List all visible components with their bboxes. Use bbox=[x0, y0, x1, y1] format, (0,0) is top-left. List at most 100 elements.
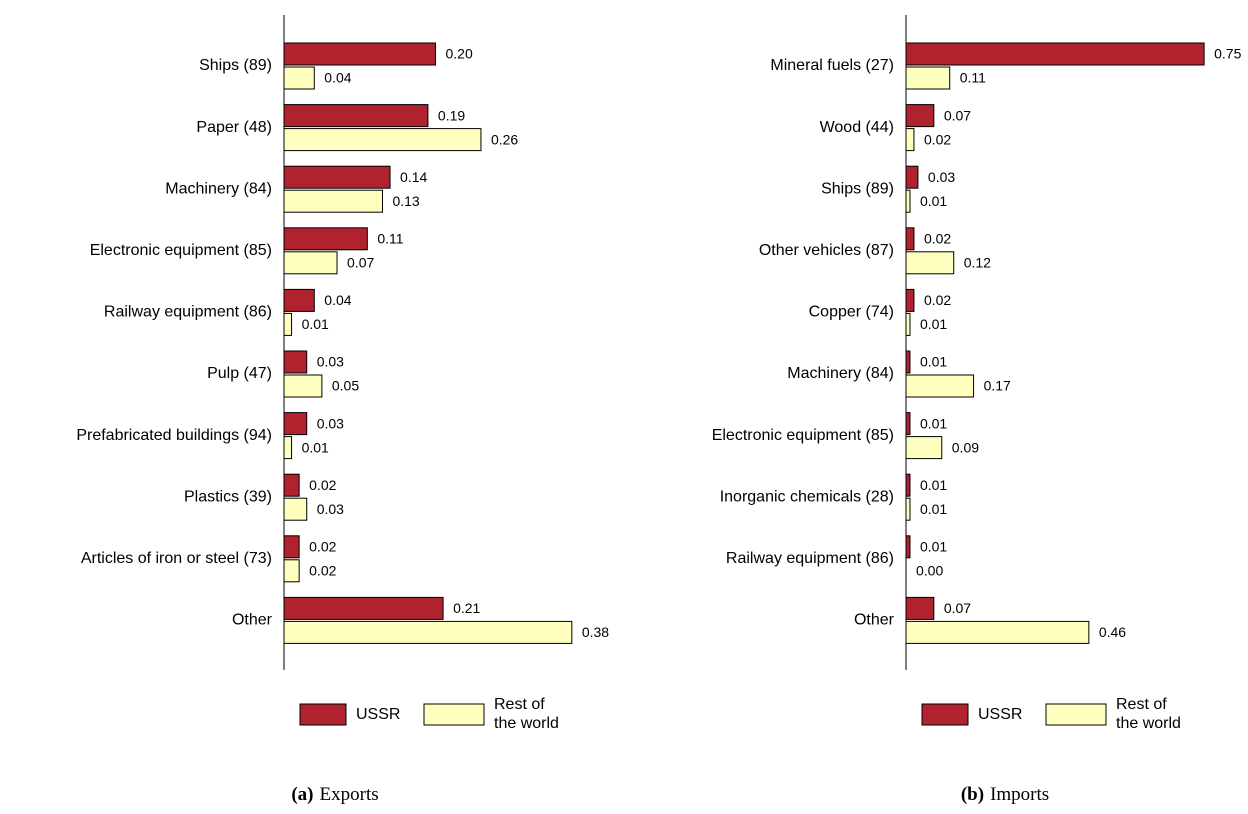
data-label: 0.07 bbox=[944, 600, 971, 616]
y-tick-label: Railway equipment (86) bbox=[104, 304, 272, 321]
bar bbox=[283, 128, 482, 152]
legend-label: Rest of the world bbox=[1116, 696, 1181, 732]
bar bbox=[905, 412, 911, 436]
data-label: 0.01 bbox=[920, 501, 947, 517]
bar bbox=[905, 535, 911, 559]
bar bbox=[283, 312, 293, 336]
caption-label: (b) bbox=[960, 784, 985, 805]
data-label: 0.02 bbox=[309, 539, 336, 555]
bar bbox=[283, 436, 293, 460]
data-label: 0.02 bbox=[309, 477, 336, 493]
legend-swatch bbox=[1045, 703, 1107, 726]
y-tick-label: Other vehicles (87) bbox=[759, 242, 894, 259]
data-label: 0.02 bbox=[924, 292, 951, 308]
bar bbox=[283, 374, 323, 398]
data-label: 0.13 bbox=[392, 193, 419, 209]
legend-label: Rest of the world bbox=[494, 696, 559, 732]
bar bbox=[905, 128, 915, 152]
bar bbox=[905, 350, 911, 374]
y-tick-label: Articles of iron or steel (73) bbox=[81, 550, 272, 567]
data-label: 0.03 bbox=[928, 169, 955, 185]
bar bbox=[905, 227, 915, 251]
y-tick-label: Other bbox=[854, 612, 895, 629]
bar bbox=[283, 596, 444, 620]
data-label: 0.04 bbox=[324, 70, 351, 86]
bar bbox=[283, 227, 368, 251]
bar bbox=[905, 436, 943, 460]
data-label: 0.20 bbox=[446, 46, 473, 62]
bar bbox=[905, 251, 955, 275]
data-label: 0.01 bbox=[920, 316, 947, 332]
data-label: 0.01 bbox=[302, 316, 329, 332]
y-tick-label: Ships (89) bbox=[199, 57, 272, 74]
bar bbox=[905, 620, 1090, 644]
y-tick-label: Other bbox=[232, 612, 273, 629]
y-tick-label: Ships (89) bbox=[821, 180, 894, 197]
data-label: 0.03 bbox=[317, 415, 344, 431]
bar bbox=[283, 104, 429, 128]
data-label: 0.01 bbox=[920, 477, 947, 493]
legend-swatch bbox=[299, 703, 347, 726]
y-tick-label: Plastics (39) bbox=[184, 488, 272, 505]
data-label: 0.21 bbox=[453, 600, 480, 616]
data-label: 0.19 bbox=[438, 107, 465, 123]
bar bbox=[905, 497, 911, 521]
caption: (b) Imports bbox=[855, 784, 1155, 806]
bar bbox=[283, 412, 308, 436]
caption-title: Exports bbox=[319, 784, 379, 805]
bar bbox=[283, 189, 383, 213]
y-tick-label: Machinery (84) bbox=[165, 180, 272, 197]
y-tick-label: Wood (44) bbox=[820, 119, 894, 136]
y-tick-label: Mineral fuels (27) bbox=[770, 57, 894, 74]
bar bbox=[283, 165, 391, 189]
y-tick-label: Inorganic chemicals (28) bbox=[720, 488, 894, 505]
data-label: 0.02 bbox=[924, 231, 951, 247]
bar bbox=[283, 288, 315, 312]
bar bbox=[283, 251, 338, 275]
data-label: 0.26 bbox=[491, 131, 518, 147]
bar bbox=[283, 66, 315, 90]
data-label: 0.03 bbox=[317, 354, 344, 370]
data-label: 0.11 bbox=[960, 70, 986, 86]
data-label: 0.12 bbox=[964, 255, 991, 271]
y-tick-label: Electronic equipment (85) bbox=[712, 427, 894, 444]
bar bbox=[283, 350, 308, 374]
y-tick-label: Railway equipment (86) bbox=[726, 550, 894, 567]
data-label: 0.09 bbox=[952, 439, 979, 455]
caption-title: Imports bbox=[990, 784, 1050, 805]
data-label: 0.02 bbox=[309, 563, 336, 579]
bar bbox=[905, 288, 915, 312]
y-tick-label: Paper (48) bbox=[196, 119, 272, 136]
legend-label: USSR bbox=[356, 706, 401, 723]
legend-swatch bbox=[921, 703, 969, 726]
data-label: 0.01 bbox=[920, 193, 947, 209]
bar bbox=[905, 189, 911, 213]
bar bbox=[905, 473, 911, 497]
caption-label: (a) bbox=[291, 784, 314, 805]
caption: (a) Exports bbox=[185, 784, 485, 806]
data-label: 0.11 bbox=[377, 231, 403, 247]
bar bbox=[283, 535, 300, 559]
bar bbox=[283, 559, 300, 583]
bar bbox=[905, 104, 935, 128]
data-label: 0.01 bbox=[920, 415, 947, 431]
data-label: 0.02 bbox=[924, 131, 951, 147]
data-label: 0.17 bbox=[984, 378, 1011, 394]
y-tick-label: Pulp (47) bbox=[207, 365, 272, 382]
y-tick-label: Electronic equipment (85) bbox=[90, 242, 272, 259]
legend-swatch bbox=[423, 703, 485, 726]
bar bbox=[905, 66, 951, 90]
data-label: 0.00 bbox=[916, 563, 943, 579]
bar bbox=[283, 620, 573, 644]
bar bbox=[283, 42, 436, 66]
y-tick-label: Copper (74) bbox=[809, 304, 894, 321]
bar bbox=[283, 473, 300, 497]
data-label: 0.75 bbox=[1214, 46, 1241, 62]
data-label: 0.05 bbox=[332, 378, 359, 394]
data-label: 0.04 bbox=[324, 292, 351, 308]
y-tick-label: Machinery (84) bbox=[787, 365, 894, 382]
data-label: 0.03 bbox=[317, 501, 344, 517]
legend-label: USSR bbox=[978, 706, 1023, 723]
